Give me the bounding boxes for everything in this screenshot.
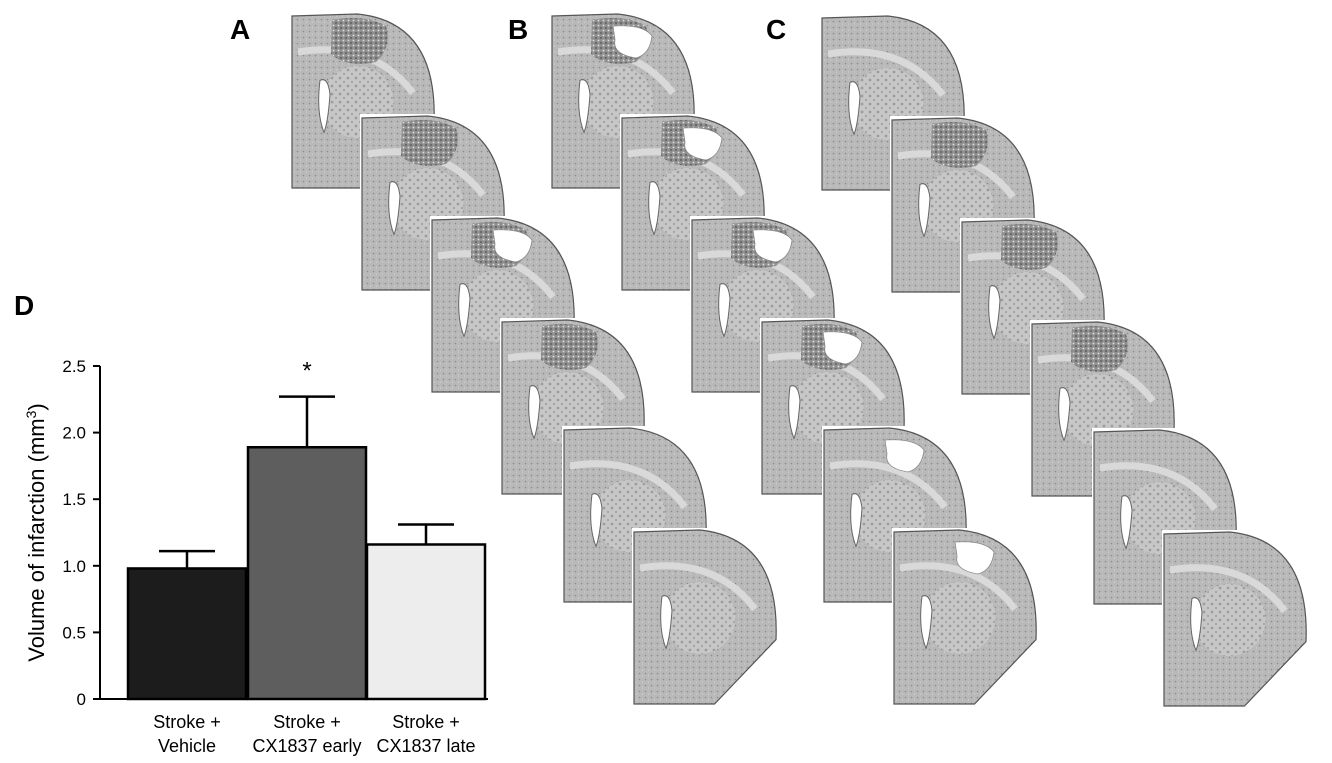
striatum-region [663, 582, 736, 654]
corpus-callosum [829, 460, 948, 510]
ventricle [1190, 597, 1203, 652]
infarct-lesion [401, 120, 458, 166]
panel-label-c: C [766, 14, 787, 45]
infarct-lesion [1071, 326, 1128, 372]
infarct-lesion [931, 122, 988, 168]
tissue-loss-gap [612, 25, 653, 59]
y-tick-label: 2.5 [62, 357, 86, 376]
corpus-callosum [639, 562, 758, 612]
panel-label-a: A [230, 14, 251, 45]
striatum-region [1193, 584, 1266, 656]
x-category-label: Stroke + [392, 712, 460, 732]
infarction-bar-chart: 0 0.5 1.0 1.5 2.0 2.5 Volume of infarction (mm… [23, 357, 488, 756]
brain-section-c-6 [1162, 530, 1312, 710]
infarct-lesion [1001, 224, 1058, 270]
ventricle [1058, 387, 1071, 442]
ventricle [1120, 495, 1133, 550]
x-category-label: Vehicle [158, 736, 216, 756]
ventricle [578, 79, 591, 134]
corpus-callosum [1099, 462, 1218, 512]
significance-marker: * [302, 358, 311, 385]
brain-section-a-6 [632, 528, 782, 708]
x-category-label: CX1837 early [252, 736, 361, 756]
bar [126, 567, 248, 701]
ventricle [788, 385, 801, 440]
bar [246, 446, 368, 701]
y-tick-label: 0 [77, 690, 86, 709]
ventricle [918, 183, 931, 238]
tissue-loss-gap [682, 127, 723, 161]
infarct-lesion [331, 18, 388, 64]
tissue-loss-gap [492, 229, 533, 263]
y-tick-label: 1.5 [62, 490, 86, 509]
y-tick-label: 0.5 [62, 623, 86, 642]
ventricle [850, 493, 863, 548]
x-category-label: Stroke + [273, 712, 341, 732]
tissue-loss-gap [822, 331, 863, 365]
bar [365, 543, 487, 701]
y-tick-label: 2.0 [62, 424, 86, 443]
ventricle [848, 81, 861, 136]
brain-sections [290, 12, 1312, 710]
tissue-loss-gap [884, 439, 925, 473]
x-category-label: Stroke + [153, 712, 221, 732]
infarct-lesion [541, 324, 598, 370]
ventricle [388, 181, 401, 236]
ventricle [318, 79, 331, 134]
ventricle [528, 385, 541, 440]
corpus-callosum [827, 48, 946, 98]
ventricle [988, 285, 1001, 340]
corpus-callosum [899, 562, 1018, 612]
panel-label-d: D [14, 290, 35, 321]
ventricle [920, 595, 933, 650]
ventricle [458, 283, 471, 338]
tissue-loss-gap [954, 541, 995, 575]
y-tick-label: 1.0 [62, 557, 86, 576]
striatum-region [923, 582, 996, 654]
panel-label-b: B [508, 14, 529, 45]
brain-section-b-6 [892, 528, 1042, 708]
ventricle [590, 493, 603, 548]
brain-section-a-2 [360, 114, 510, 294]
ventricle [648, 181, 661, 236]
corpus-callosum [569, 460, 688, 510]
x-category-label: CX1837 late [376, 736, 475, 756]
ventricle [660, 595, 673, 650]
corpus-callosum [1169, 564, 1288, 614]
ventricle [718, 283, 731, 338]
y-axis-title: Volume of infarction (mm3) [23, 403, 49, 661]
tissue-loss-gap [752, 229, 793, 263]
